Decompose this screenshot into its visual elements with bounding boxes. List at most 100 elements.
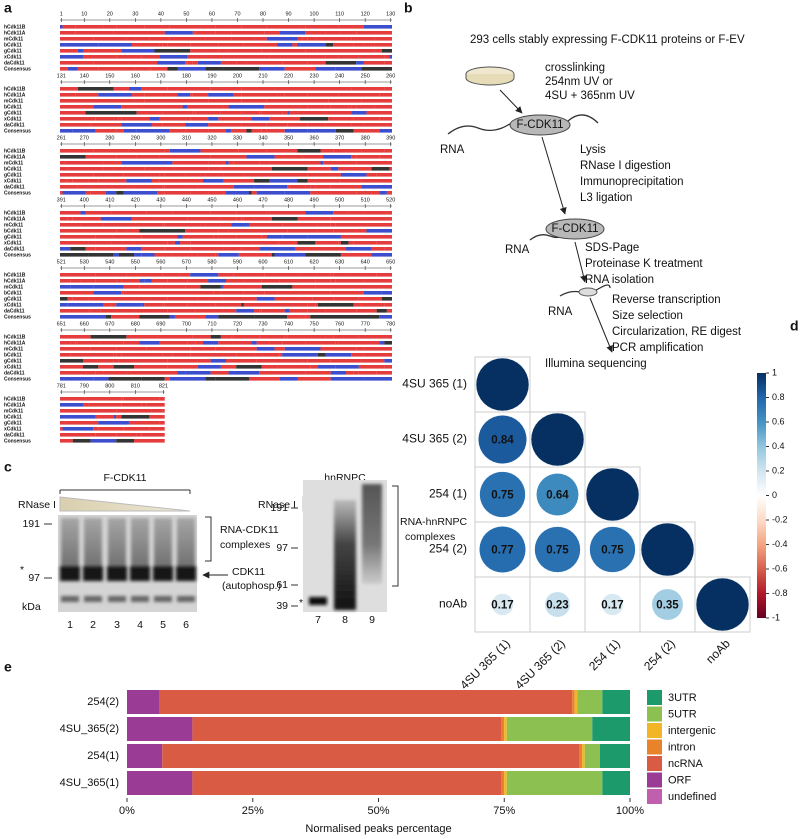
sequence-residues xyxy=(361,359,385,363)
sequence-residues xyxy=(384,87,392,91)
sequence-residues xyxy=(297,377,331,381)
sequence-residues xyxy=(60,49,78,53)
gel-bands xyxy=(60,518,196,602)
sequence-residues xyxy=(60,421,66,425)
sequence-residues xyxy=(338,241,341,245)
sequence-residues xyxy=(98,415,114,419)
sequence-residues xyxy=(159,173,165,177)
sequence-residues xyxy=(113,415,117,419)
bracket xyxy=(392,485,399,587)
ruler-label: 720 xyxy=(233,321,242,327)
sequence-residues xyxy=(266,149,298,153)
arrow xyxy=(499,89,523,114)
correlation-circle xyxy=(536,473,579,516)
sequence-residues xyxy=(128,421,132,425)
legend-label: 3UTR xyxy=(668,692,697,704)
band xyxy=(108,596,126,602)
sequence-residues xyxy=(223,309,237,313)
sequence-residues xyxy=(177,291,181,295)
sequence-residues xyxy=(243,173,275,177)
sequence-name: hCdk11B xyxy=(4,396,26,402)
sequence-residues xyxy=(159,179,181,183)
ruler-label: 240 xyxy=(335,73,344,79)
sequence-residues xyxy=(233,93,242,97)
lane-number: 5 xyxy=(160,619,166,631)
x-tick-label: 50% xyxy=(367,805,389,817)
star: * xyxy=(20,564,24,576)
ruler-label: 261 xyxy=(57,135,66,141)
sequence-residues xyxy=(384,55,390,59)
sequence-residues xyxy=(111,315,140,319)
sequence-residues xyxy=(60,117,96,121)
sequence-residues xyxy=(60,353,71,357)
band xyxy=(60,566,80,581)
sequence-residues xyxy=(305,185,311,189)
sequence-residues xyxy=(113,167,145,171)
sequence-residues xyxy=(353,43,364,47)
colorbar-label: -0.4 xyxy=(772,539,788,549)
sequence-residues xyxy=(356,61,364,65)
x-axis-label: Normalised peaks percentage xyxy=(305,823,451,835)
sequence-residues xyxy=(325,31,341,35)
sequence-residues xyxy=(60,377,94,381)
sequence-residues xyxy=(134,309,168,313)
sequence-residues xyxy=(121,397,124,401)
ruler-label: 330 xyxy=(233,135,242,141)
sequence-residues xyxy=(243,291,265,295)
sequence-residues xyxy=(190,93,193,97)
sequence-residues xyxy=(60,173,86,177)
sequence-name: mCdk11 xyxy=(4,346,23,352)
sequence-residues xyxy=(139,285,158,289)
sequence-residues xyxy=(300,297,313,301)
sequence-residues xyxy=(105,31,114,35)
sequence-residues xyxy=(226,359,257,363)
sequence-residues xyxy=(208,117,219,121)
sequence-name: gCdk11 xyxy=(4,234,22,240)
sequence-residues xyxy=(60,397,86,401)
sequence-residues xyxy=(305,211,334,215)
sequence-residues xyxy=(356,105,375,109)
sequence-residues xyxy=(60,315,83,319)
sequence-residues xyxy=(180,167,209,171)
sequence-residues xyxy=(374,105,392,109)
sequence-residues xyxy=(279,279,316,283)
sequence-residues xyxy=(60,297,68,301)
sequence-residues xyxy=(67,303,104,307)
colorbar-label: 0.4 xyxy=(772,441,785,451)
sequence-residues xyxy=(192,93,209,97)
sequence-residues xyxy=(376,173,392,177)
sequence-residues xyxy=(121,117,150,121)
sequence-residues xyxy=(369,309,377,313)
sequence-name: bCdk11 xyxy=(4,42,22,48)
lane-number: 7 xyxy=(315,614,321,626)
alignment: 1 10 20 30 40 50 60 70 80 90 100 110 120 130hCdk11BhC… xyxy=(4,11,395,444)
correlation-circle xyxy=(695,577,750,632)
sequence-residues xyxy=(381,291,392,295)
sequence-residues xyxy=(134,439,165,443)
sequence-residues xyxy=(75,31,106,35)
sequence-residues xyxy=(162,223,165,227)
sequence-name: xCdk11 xyxy=(4,426,22,432)
sequence-residues xyxy=(131,99,135,103)
sequence-name: daCdk11 xyxy=(4,60,25,66)
sequence-residues xyxy=(154,229,186,233)
protein xyxy=(545,218,605,240)
ruler-label: 110 xyxy=(335,11,344,17)
sequence-name: bCdk11 xyxy=(4,414,22,420)
ruler-label: 660 xyxy=(80,321,89,327)
sequence-residues xyxy=(369,211,387,215)
sequence-residues xyxy=(126,37,150,41)
sequence-residues xyxy=(128,61,158,65)
sequence-residues xyxy=(282,353,318,357)
sequence-residues xyxy=(154,211,173,215)
sequence-residues xyxy=(386,309,392,313)
correlation-circle xyxy=(601,593,624,616)
sequence-residues xyxy=(116,409,152,413)
sequence-residues xyxy=(384,303,392,307)
sequence-residues xyxy=(333,335,344,339)
sequence-residues xyxy=(228,229,249,233)
sequence-residues xyxy=(174,315,206,319)
sequence-residues xyxy=(131,93,145,97)
sequence-residues xyxy=(254,185,288,189)
sequence-residues xyxy=(113,253,119,257)
